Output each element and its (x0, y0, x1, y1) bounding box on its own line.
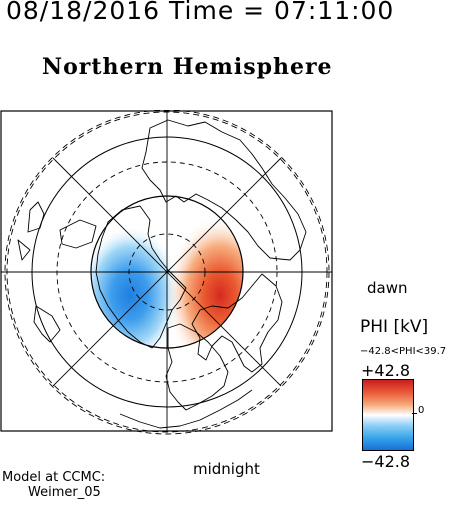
credit-line-2: Weimer_05 (28, 485, 101, 500)
coastline-greenland-arctic (95, 205, 187, 349)
midnight-label: midnight (193, 460, 260, 478)
dawn-potential-cell (165, 215, 243, 348)
hemisphere-title: Northern Hemisphere (42, 54, 333, 80)
coastline-europe (191, 273, 283, 373)
outer-ring (4, 110, 330, 435)
coastline-north-america (165, 323, 229, 411)
colorbar-title: PHI [kV] (360, 317, 429, 337)
meridian-lines (1, 111, 332, 431)
colorbar-min-label: −42.8 (361, 452, 411, 471)
colorbar-zero-label: 0 (418, 405, 425, 416)
colorbar-max-label: +42.8 (361, 361, 411, 380)
meridian-line (52, 157, 282, 387)
dawn-label: dawn (367, 279, 408, 297)
coastlines (17, 119, 307, 429)
colorbar-zero-tick (412, 413, 417, 414)
coastline-asia (141, 119, 307, 261)
credit-line-1: Model at CCMC: (2, 470, 106, 485)
colorbar-range-text: −42.8<PHI<39.7 (360, 346, 447, 357)
coastline-south (119, 389, 253, 429)
colorbar (362, 379, 414, 451)
coastline-svalbard (59, 219, 97, 249)
polar-map (0, 110, 333, 435)
coastline-islands-west (17, 201, 61, 343)
timestamp-title: 08/18/2016 Time = 07:11:00 (6, 0, 395, 25)
model-credit: Model at CCMC: Weimer_05 (2, 470, 105, 500)
